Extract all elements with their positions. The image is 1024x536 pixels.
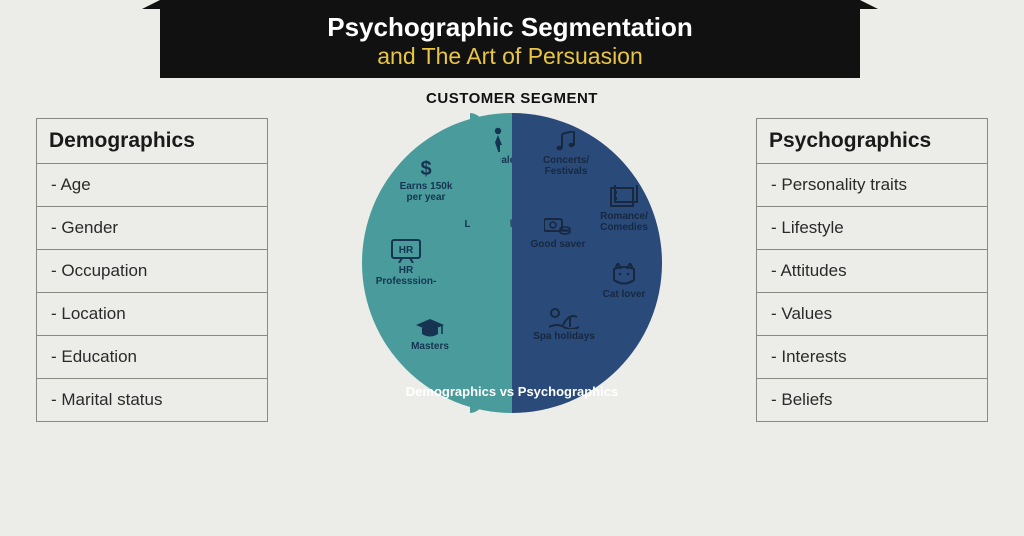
item-saver: Good saver: [526, 215, 590, 250]
table-row: - Occupation: [37, 250, 267, 293]
svg-text:$: $: [420, 158, 431, 179]
demographics-title: Demographics: [37, 119, 267, 164]
item-label: Spa holidays: [533, 331, 595, 342]
psychographics-title: Psychographics: [757, 119, 987, 164]
table-row: - Marital status: [37, 379, 267, 421]
film-icon: [610, 185, 638, 209]
item-spa: Spa holidays: [532, 307, 596, 342]
table-row: - Age: [37, 164, 267, 207]
item-label: Concerts/ Festivals: [543, 155, 589, 177]
item-label: Cat lover: [603, 289, 646, 300]
item-masters: Masters: [398, 319, 462, 352]
circle-left-half: Female $ Earns 150k per year Los Angeles…: [362, 113, 512, 413]
gradcap-icon: [416, 319, 444, 339]
table-row: - Location: [37, 293, 267, 336]
header-title-line2: and The Art of Persuasion: [160, 43, 860, 70]
segment-circle: Female $ Earns 150k per year Los Angeles…: [362, 113, 662, 413]
banner-fold-left: [142, 0, 160, 9]
spa-icon: [549, 307, 579, 329]
item-label: Earns 150k per year: [400, 181, 453, 203]
cat-icon: [611, 263, 637, 287]
item-concerts: Concerts/ Festivals: [534, 131, 598, 177]
table-row: - Personality traits: [757, 164, 987, 207]
hr-icon: HR: [391, 239, 421, 263]
dollar-icon: $: [416, 157, 436, 179]
item-label: Romance/ Comedies: [600, 211, 648, 233]
circle-right-half: Concerts/ Festivals Romance/ Comedies Go…: [512, 113, 662, 413]
music-icon: [554, 131, 578, 153]
banner-fold-right: [860, 0, 878, 9]
item-label: Good saver: [530, 239, 585, 250]
item-earns: $ Earns 150k per year: [394, 157, 458, 203]
customer-segment-diagram: CUSTOMER SEGMENT Female $ Earns 150k per…: [362, 90, 662, 413]
item-hr: HR HR Professsion-: [374, 239, 438, 287]
demographics-table: Demographics - Age - Gender - Occupation…: [36, 118, 268, 422]
header-title-line1: Psychographic Segmentation: [160, 12, 860, 43]
table-row: - Attitudes: [757, 250, 987, 293]
table-row: - Education: [37, 336, 267, 379]
table-row: - Beliefs: [757, 379, 987, 421]
item-label: Masters: [411, 341, 449, 352]
item-label: HR Professsion-: [376, 265, 437, 287]
coins-icon: [544, 215, 572, 237]
table-row: - Values: [757, 293, 987, 336]
table-row: - Lifestyle: [757, 207, 987, 250]
table-row: - Gender: [37, 207, 267, 250]
table-row: - Interests: [757, 336, 987, 379]
circle-caption: Demographics vs Psychographics: [362, 384, 662, 399]
header-banner: Psychographic Segmentation and The Art o…: [160, 0, 860, 78]
item-cat: Cat lover: [592, 263, 656, 300]
svg-text:HR: HR: [399, 245, 414, 256]
diagram-title: CUSTOMER SEGMENT: [362, 90, 662, 107]
psychographics-table: Psychographics - Personality traits - Li…: [756, 118, 988, 422]
item-romance: Romance/ Comedies: [592, 185, 656, 233]
